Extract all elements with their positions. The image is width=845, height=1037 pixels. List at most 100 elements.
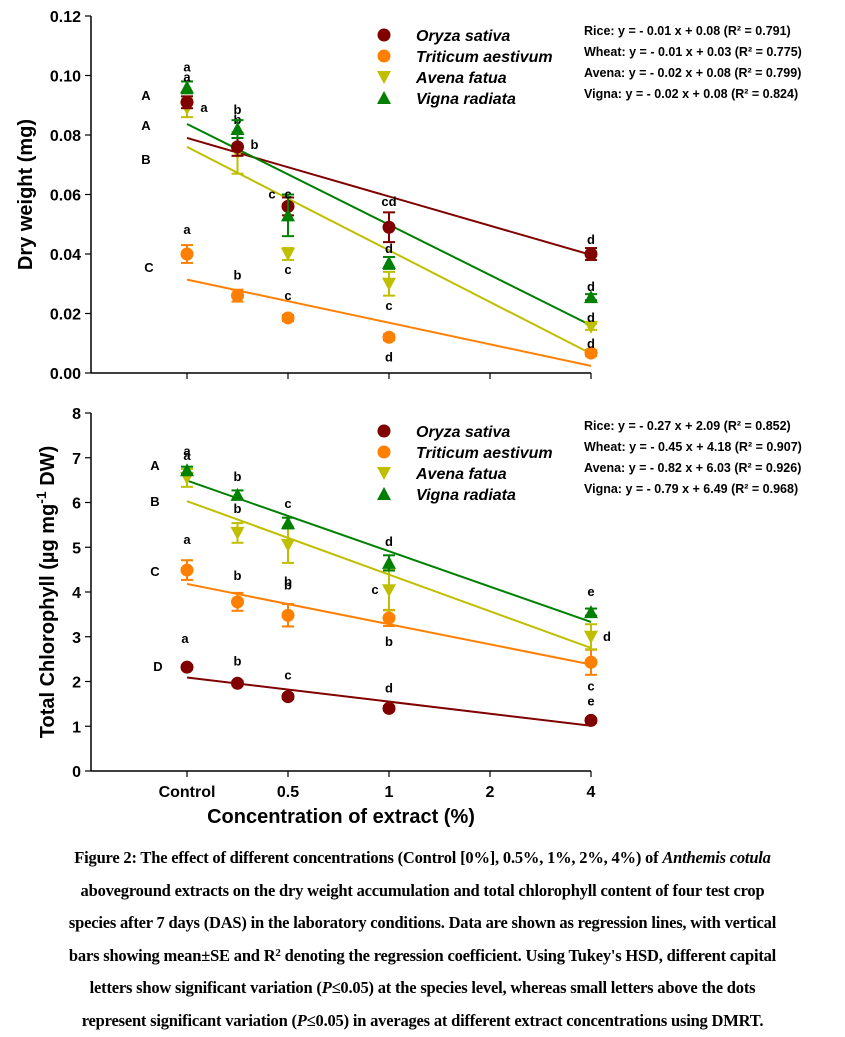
data-point-vigna xyxy=(584,290,598,304)
x-tick-label: 1 xyxy=(385,784,394,801)
data-point-rice xyxy=(180,660,194,674)
y-tick-label: 4 xyxy=(72,585,81,602)
legend-marker-vigna xyxy=(377,487,391,500)
data-point-vigna xyxy=(281,208,295,222)
regression-equation-vigna: Vigna: y = - 0.79 x + 6.49 (R² = 0.968) xyxy=(584,482,798,496)
y-tick-label: 0.12 xyxy=(50,9,81,26)
significance-letter: a xyxy=(200,100,208,115)
data-point-wheat xyxy=(180,247,194,261)
caption-text: species after 7 days (DAS) in the labora… xyxy=(68,913,777,932)
caption-text: ≤0.05) at the species level, whereas sma… xyxy=(331,978,756,997)
legend-marker-vigna xyxy=(377,91,391,104)
chlorophyll-chart: 0 1 2 3 4 5 6 7 8 Control 0.5 1 2 4 Total Chlorophyll … xyxy=(33,406,802,828)
regression-equation-wheat: Wheat: y = - 0.45 x + 4.18 (R² = 0.907) xyxy=(584,440,802,454)
significance-letter: d xyxy=(587,310,595,325)
significance-letter: d xyxy=(603,629,611,644)
caption-text: denoting the regression coefficient. Usi… xyxy=(280,945,777,965)
significance-letter: b xyxy=(234,653,242,668)
species-letter: C xyxy=(144,260,154,275)
significance-letter: a xyxy=(183,69,191,84)
significance-letter: d xyxy=(587,336,595,351)
data-point-wheat xyxy=(231,289,244,303)
y-tick-label: 8 xyxy=(72,406,81,423)
regression-line-wheat xyxy=(186,278,592,367)
data-point-rice xyxy=(584,247,598,261)
caption-line: aboveground extracts on the dry weight a… xyxy=(0,875,845,907)
caption-text: : The effect of different concentrations… xyxy=(131,848,663,867)
significance-letter: d xyxy=(385,349,393,364)
data-point-wheat xyxy=(281,311,295,325)
x-tick-label: 0.5 xyxy=(277,784,299,801)
significance-letter: d xyxy=(385,534,393,549)
caption-italic-text: P xyxy=(321,978,332,997)
data-point-rice xyxy=(382,701,396,715)
y-tick-label: 0.00 xyxy=(50,366,81,383)
caption-italic-text: P xyxy=(296,1010,307,1030)
y-axis-label: Dry weight (mg) xyxy=(15,119,37,270)
significance-letter: a xyxy=(183,532,191,547)
data-point-rice xyxy=(382,220,396,234)
data-point-rice xyxy=(231,140,244,154)
regression-equation-wheat: Wheat: y = - 0.01 x + 0.03 (R² = 0.775) xyxy=(584,45,802,59)
data-point-vigna xyxy=(180,463,194,477)
caption-text: ≤0.05) in averages at different extract … xyxy=(306,1010,764,1030)
caption-line: bars showing mean±SE and R2 denoting the… xyxy=(0,940,845,972)
data-point-wheat xyxy=(231,595,244,609)
regression-equation-rice: Rice: y = - 0.01 x + 0.08 (R² = 0.791) xyxy=(584,24,791,38)
species-letter: B xyxy=(150,494,159,509)
data-point-avena xyxy=(281,539,295,553)
x-axis-label: Concentration of extract (%) xyxy=(207,806,475,828)
legend-label-wheat: Triticum aestivum xyxy=(416,49,553,66)
significance-letter: a xyxy=(183,222,191,237)
dry-weight-chart: 0.00 0.02 0.04 0.06 0.08 0.10 0.12 Dry weight (… xyxy=(15,9,802,383)
data-point-vigna xyxy=(230,122,245,136)
regression-equation-vigna: Vigna: y = - 0.02 x + 0.08 (R² = 0.824) xyxy=(584,87,798,101)
significance-letter: b xyxy=(234,102,242,117)
significance-letter: b xyxy=(234,469,242,484)
legend-label-wheat: Triticum aestivum xyxy=(416,445,553,462)
caption-text: letters show significant variation ( xyxy=(89,978,322,997)
significance-letter: e xyxy=(587,693,594,708)
y-tick-label: 0.06 xyxy=(50,188,81,205)
y-tick-label: 5 xyxy=(72,540,81,557)
data-point-avena xyxy=(584,630,598,644)
legend-label-rice: Oryza sativa xyxy=(416,28,510,45)
data-point-vigna xyxy=(180,80,194,94)
legend-marker-wheat xyxy=(377,49,391,63)
y-tick-label: 1 xyxy=(72,719,81,736)
legend-marker-rice xyxy=(377,424,391,438)
significance-letter: c xyxy=(284,288,291,303)
regression-line-vigna xyxy=(186,479,592,623)
significance-letter: a xyxy=(183,443,191,458)
y-tick-label: 2 xyxy=(72,675,81,692)
legend-marker-avena xyxy=(377,467,391,480)
caption-italic-text: Anthemis cotula xyxy=(662,848,771,867)
significance-letter: d xyxy=(587,232,595,247)
species-letter: A xyxy=(150,458,160,473)
data-point-wheat xyxy=(584,655,598,669)
significance-letter: b xyxy=(251,137,259,152)
y-tick-label: 0 xyxy=(72,764,81,781)
caption-text: 2 xyxy=(275,946,281,959)
significance-letter: b xyxy=(385,634,393,649)
x-tick-label: 4 xyxy=(587,784,596,801)
significance-letter: b xyxy=(234,268,242,283)
significance-letter: d xyxy=(385,241,393,256)
data-point-wheat xyxy=(382,330,396,344)
data-point-rice xyxy=(584,713,598,727)
data-point-wheat xyxy=(180,563,194,577)
significance-letter: c xyxy=(284,186,291,201)
significance-letter: c xyxy=(371,582,378,597)
caption-line: letters show significant variation (P≤0.… xyxy=(0,972,845,1004)
caption-text: represent significant variation ( xyxy=(81,1010,297,1030)
legend-marker-rice xyxy=(377,28,391,42)
y-tick-label: 0.02 xyxy=(50,307,81,324)
data-point-avena xyxy=(230,526,245,540)
y-tick-label: 0.10 xyxy=(50,69,81,86)
y-axis-label: Total Chlorophyll (µg mg-1 DW) xyxy=(33,446,59,738)
y-tick-label: 6 xyxy=(72,496,81,513)
regression-equation-avena: Avena: y = - 0.02 x + 0.08 (R² = 0.799) xyxy=(584,66,801,80)
legend-label-rice: Oryza sativa xyxy=(416,424,510,441)
caption-text: Figure 2 xyxy=(74,848,132,867)
figure-charts: 0.00 0.02 0.04 0.06 0.08 0.10 0.12 Dry weight (… xyxy=(15,9,802,828)
